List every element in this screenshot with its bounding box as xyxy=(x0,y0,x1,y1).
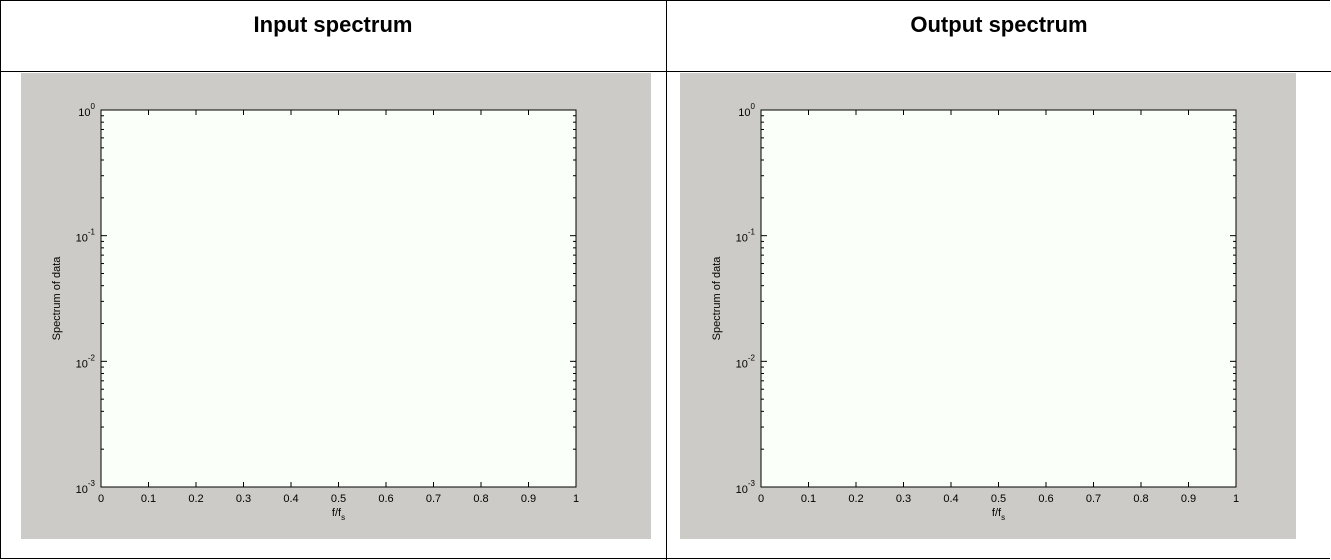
output-x-tick-label: 0.3 xyxy=(896,493,911,505)
output-spectrum-header: Output spectrum xyxy=(910,12,1088,37)
input-x-tick-label: 0.3 xyxy=(236,493,251,505)
input-x-axis-label: f/fs xyxy=(332,507,345,522)
output-x-tick-label: 0.4 xyxy=(943,493,958,505)
input-x-tick-label: 0.1 xyxy=(141,493,156,505)
output-y-tick-label: 10-2 xyxy=(736,353,756,370)
column-divider xyxy=(666,0,667,560)
input-y-tick-label: 10-3 xyxy=(76,479,96,496)
input-y-tick-label: 100 xyxy=(78,102,95,119)
input-y-axis-label: Spectrum of data xyxy=(51,256,63,341)
input-y-tick-label: 10-1 xyxy=(76,228,96,245)
output-y-tick-label: 10-3 xyxy=(736,479,756,496)
output-y-tick-label: 100 xyxy=(738,102,755,119)
input-x-tick-label: 0.9 xyxy=(521,493,536,505)
input-x-tick-label: 0.2 xyxy=(188,493,203,505)
output-x-tick-label: 0.7 xyxy=(1086,493,1101,505)
input-x-tick-label: 0.7 xyxy=(426,493,441,505)
output-y-tick-label: 10-1 xyxy=(736,228,756,245)
input-x-tick-label: 0.6 xyxy=(378,493,393,505)
output-x-tick-label: 0.8 xyxy=(1133,493,1148,505)
output-axes-box xyxy=(760,109,1237,488)
output-x-tick-label: 0.6 xyxy=(1038,493,1053,505)
input-x-tick-label: 0.4 xyxy=(283,493,298,505)
output-x-axis-label: f/fs xyxy=(992,507,1005,522)
input-axes-box xyxy=(100,109,577,488)
output-x-tick-label: 1 xyxy=(1233,493,1239,505)
output-x-tick-label: 0.1 xyxy=(801,493,816,505)
input-x-tick-label: 0.5 xyxy=(331,493,346,505)
output-x-tick-label: 0.2 xyxy=(848,493,863,505)
input-x-tick-label: 1 xyxy=(573,493,579,505)
input-x-tick-label: 0.8 xyxy=(473,493,488,505)
output-y-axis-label: Spectrum of data xyxy=(711,256,723,341)
output-x-tick-label: 0.9 xyxy=(1181,493,1196,505)
input-x-tick-label: 0 xyxy=(98,493,104,505)
input-y-tick-label: 10-2 xyxy=(76,353,96,370)
input-spectrum-header: Input spectrum xyxy=(253,12,413,37)
header-divider xyxy=(0,71,1331,72)
output-x-tick-label: 0 xyxy=(758,493,764,505)
output-x-tick-label: 0.5 xyxy=(991,493,1006,505)
